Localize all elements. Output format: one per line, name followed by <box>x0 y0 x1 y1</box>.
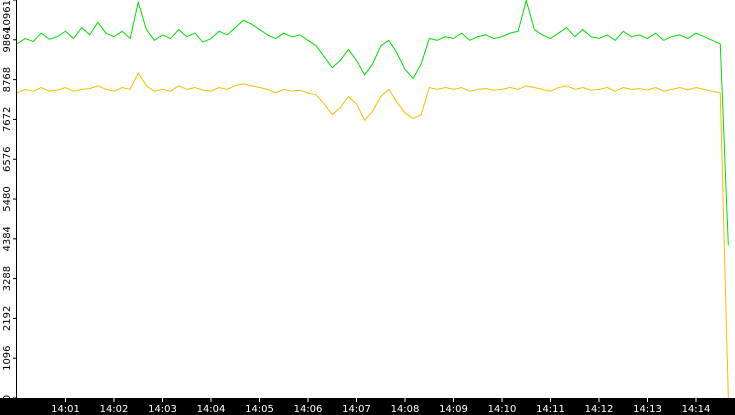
x-tick-label: 14:14 <box>682 404 711 415</box>
y-tick-label: 0 <box>2 395 13 401</box>
x-tick-label: 14:02 <box>100 404 129 415</box>
x-tick-label: 14:06 <box>294 404 323 415</box>
x-tick-label: 14:07 <box>342 404 371 415</box>
y-tick-label: 4384 <box>2 226 13 251</box>
y-tick-label: 7672 <box>2 107 13 132</box>
y-tick-label: 9864 <box>2 27 13 52</box>
x-tick-label: 14:10 <box>488 404 517 415</box>
y-tick-label: 1096 <box>2 345 13 370</box>
x-tick-label: 14:12 <box>585 404 614 415</box>
series-line <box>16 0 729 246</box>
y-tick-label: 2192 <box>2 306 13 331</box>
x-axis-band <box>0 398 735 415</box>
x-tick-label: 14:11 <box>536 404 565 415</box>
x-tick-label: 14:08 <box>391 404 420 415</box>
x-tick-label: 14:05 <box>245 404 274 415</box>
x-tick-label: 14:01 <box>51 404 80 415</box>
x-tick-label: 14:13 <box>633 404 662 415</box>
y-tick-label: 6576 <box>2 146 13 171</box>
y-tick-label: 5480 <box>2 186 13 211</box>
x-tick-label: 14:03 <box>148 404 177 415</box>
y-tick-label: 8768 <box>2 67 13 92</box>
y-tick-label: 3288 <box>2 266 13 291</box>
y-tick-label: 10961 <box>2 0 13 32</box>
x-tick-label: 14:09 <box>439 404 468 415</box>
series-line <box>16 72 729 399</box>
x-tick-label: 14:04 <box>197 404 226 415</box>
